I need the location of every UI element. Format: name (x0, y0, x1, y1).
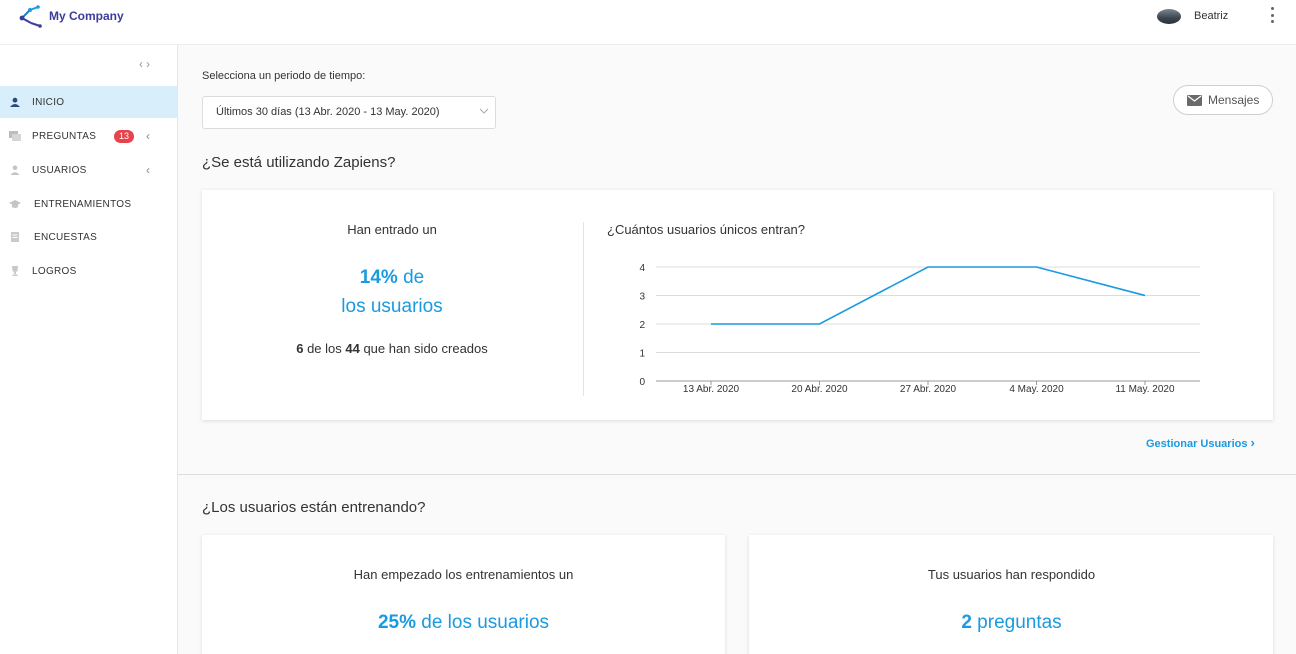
training-section-title: ¿Los usuarios están entrenando? (202, 499, 426, 516)
training-started-value: 25% de los usuarios (262, 609, 665, 637)
sidebar: ‹› INICIO PREGUNTAS 13 ‹ USUARIOS ‹ ENTR… (0, 45, 178, 654)
sidebar-item-label: INICIO (32, 96, 65, 108)
period-label: Selecciona un periodo de tiempo: (202, 70, 366, 82)
answered-questions-value: 2 preguntas (810, 609, 1213, 637)
section-divider (178, 474, 1296, 475)
sidebar-item-label: ENTRENAMIENTOS (34, 198, 132, 210)
series-line (711, 266, 1146, 325)
graduation-cap-icon (9, 200, 21, 208)
network-share-icon[interactable] (18, 4, 42, 28)
period-select-value: Últimos 30 días (13 Abr. 2020 - 13 May. … (216, 106, 440, 118)
count-mid-text: de los (303, 341, 346, 356)
mail-icon (1187, 95, 1202, 106)
y-tick-label: 1 (639, 349, 645, 360)
usage-percentage: 14% de (282, 264, 502, 292)
chevron-down-icon (479, 108, 489, 114)
manage-users-label: Gestionar Usuarios (1146, 438, 1248, 450)
y-tick-label: 0 (639, 377, 645, 388)
home-user-icon (10, 97, 20, 107)
training-started-card (202, 535, 725, 654)
messages-button[interactable]: Mensajes (1173, 85, 1273, 115)
usage-percent-suffix: de (397, 267, 425, 288)
x-tick-label: 11 May. 2020 (1115, 384, 1175, 395)
usage-percent-value: 14% (359, 267, 398, 288)
y-tick-label: 2 (639, 320, 645, 331)
chart-title: ¿Cuántos usuarios únicos entran? (607, 222, 806, 237)
training-percent-suffix: de los usuarios (415, 612, 550, 633)
sidebar-item-entrenamientos[interactable]: ENTRENAMIENTOS (0, 188, 177, 220)
sidebar-item-label: USUARIOS (32, 164, 87, 176)
sidebar-item-encuestas[interactable]: ENCUESTAS (0, 221, 177, 253)
sidebar-item-logros[interactable]: LOGROS (0, 255, 177, 287)
user-icon (10, 165, 20, 175)
card-divider (583, 222, 584, 396)
x-tick-label: 13 Abr. 2020 (683, 384, 740, 395)
x-tick-label: 4 May. 2020 (1009, 384, 1064, 395)
training-percent-value: 25% (377, 612, 416, 633)
usage-section-title: ¿Se está utilizando Zapiens? (202, 154, 396, 171)
usage-counts: 6 de los 44 que han sido creados (232, 341, 552, 356)
kebab-menu-icon[interactable] (1265, 6, 1279, 24)
unique-users-line-chart: 0 1 2 3 4 13 Abr. 2020 20 Abr. 2020 27 Abr. 202… (639, 263, 1200, 395)
training-started-head: Han empezado los entrenamientos un (353, 567, 574, 582)
sidebar-item-inicio[interactable]: INICIO (0, 86, 177, 118)
notification-badge: 13 (114, 129, 134, 143)
period-select[interactable]: Últimos 30 días (13 Abr. 2020 - 13 May. … (202, 96, 496, 129)
avatar[interactable] (1157, 9, 1181, 24)
chevron-left-icon[interactable]: ‹ (146, 129, 150, 143)
chevron-left-right-icon[interactable]: ‹› (139, 57, 153, 71)
user-name[interactable]: Beatriz (1194, 10, 1229, 22)
usage-card (202, 190, 1273, 420)
answered-questions-head: Tus usuarios han respondido (927, 567, 1096, 582)
sidebar-item-preguntas[interactable]: PREGUNTAS 13 ‹ (0, 120, 177, 152)
top-bar: My Company Beatriz (0, 0, 1296, 45)
answered-count-suffix: preguntas (971, 612, 1062, 633)
company-name[interactable]: My Company (49, 9, 124, 23)
clipboard-icon (11, 232, 19, 242)
usage-percentage-line2: los usuarios (341, 296, 443, 317)
chevron-left-icon[interactable]: ‹ (146, 163, 150, 177)
sidebar-item-label: LOGROS (32, 265, 77, 277)
active-users-count: 6 (296, 341, 304, 356)
usage-head: Han entrado un (347, 222, 437, 237)
answered-count-value: 2 (961, 612, 972, 633)
x-tick-label: 27 Abr. 2020 (900, 384, 957, 395)
trophy-icon (12, 266, 18, 276)
sidebar-item-label: ENCUESTAS (34, 231, 98, 243)
answered-questions-card (749, 535, 1273, 654)
x-tick-label: 20 Abr. 2020 (791, 384, 848, 395)
y-tick-label: 3 (639, 292, 645, 303)
messages-label: Mensajes (1208, 93, 1260, 107)
y-tick-label: 4 (639, 263, 645, 274)
chat-icon (9, 131, 21, 141)
manage-users-link[interactable]: Gestionar Usuarios › (1146, 435, 1255, 450)
total-users-count: 44 (345, 341, 360, 356)
sidebar-item-label: PREGUNTAS (32, 130, 97, 142)
count-suffix-text: que han sido creados (359, 341, 488, 356)
chevron-right-icon: › (1250, 435, 1255, 450)
sidebar-item-usuarios[interactable]: USUARIOS ‹ (0, 154, 177, 186)
